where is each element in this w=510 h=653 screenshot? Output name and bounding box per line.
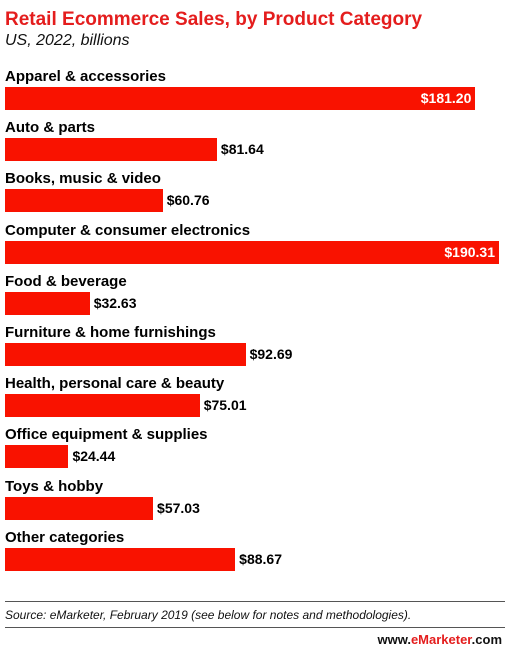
brand-logo[interactable]: www.eMarketer.com	[377, 632, 502, 647]
value-label: $32.63	[93, 294, 137, 311]
bar	[5, 240, 499, 264]
chart-subtitle: US, 2022, billions	[5, 32, 130, 49]
value-label: $24.44	[72, 448, 116, 465]
source-note: Source: eMarketer, February 2019 (see be…	[5, 608, 412, 622]
category-label: Food & beverage	[5, 272, 127, 290]
bar	[5, 189, 163, 213]
value-label: $75.01	[203, 397, 247, 414]
brand-suffix: .com	[471, 632, 502, 647]
bar	[5, 87, 476, 110]
category-label: Health, personal care & beauty	[5, 375, 225, 393]
bar	[5, 394, 200, 418]
chart-title: Retail Ecommerce Sales, by Product Categ…	[5, 9, 423, 30]
value-label: $92.69	[249, 346, 293, 362]
bar	[5, 138, 217, 162]
category-label: Auto & parts	[5, 119, 95, 137]
category-label: Office equipment & supplies	[5, 426, 208, 444]
category-label: Toys & hobby	[5, 477, 104, 495]
bar	[5, 445, 69, 469]
bar	[5, 343, 246, 366]
value-label: $190.31	[444, 243, 495, 260]
category-label: Other categories	[5, 528, 125, 546]
category-label: Books, music & video	[5, 170, 161, 188]
value-label: $181.20	[420, 90, 472, 106]
source-divider-top	[5, 601, 505, 602]
value-label: $81.64	[220, 141, 264, 158]
value-label: $60.76	[166, 192, 210, 209]
category-label: Apparel & accessories	[5, 68, 166, 85]
source-divider-bottom	[5, 627, 505, 628]
bar	[5, 496, 154, 520]
brand-name: eMarketer	[410, 632, 472, 647]
brand-prefix: www.	[377, 632, 411, 647]
bar	[5, 547, 236, 571]
bar	[5, 291, 90, 315]
value-label: $57.03	[157, 499, 200, 516]
category-label: Furniture & home furnishings	[5, 324, 216, 341]
value-label: $88.67	[239, 550, 282, 567]
category-label: Computer & consumer electronics	[5, 221, 251, 239]
